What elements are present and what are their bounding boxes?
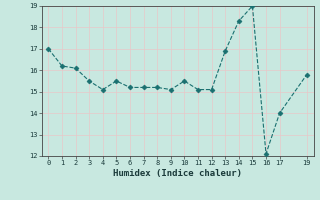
X-axis label: Humidex (Indice chaleur): Humidex (Indice chaleur)	[113, 169, 242, 178]
